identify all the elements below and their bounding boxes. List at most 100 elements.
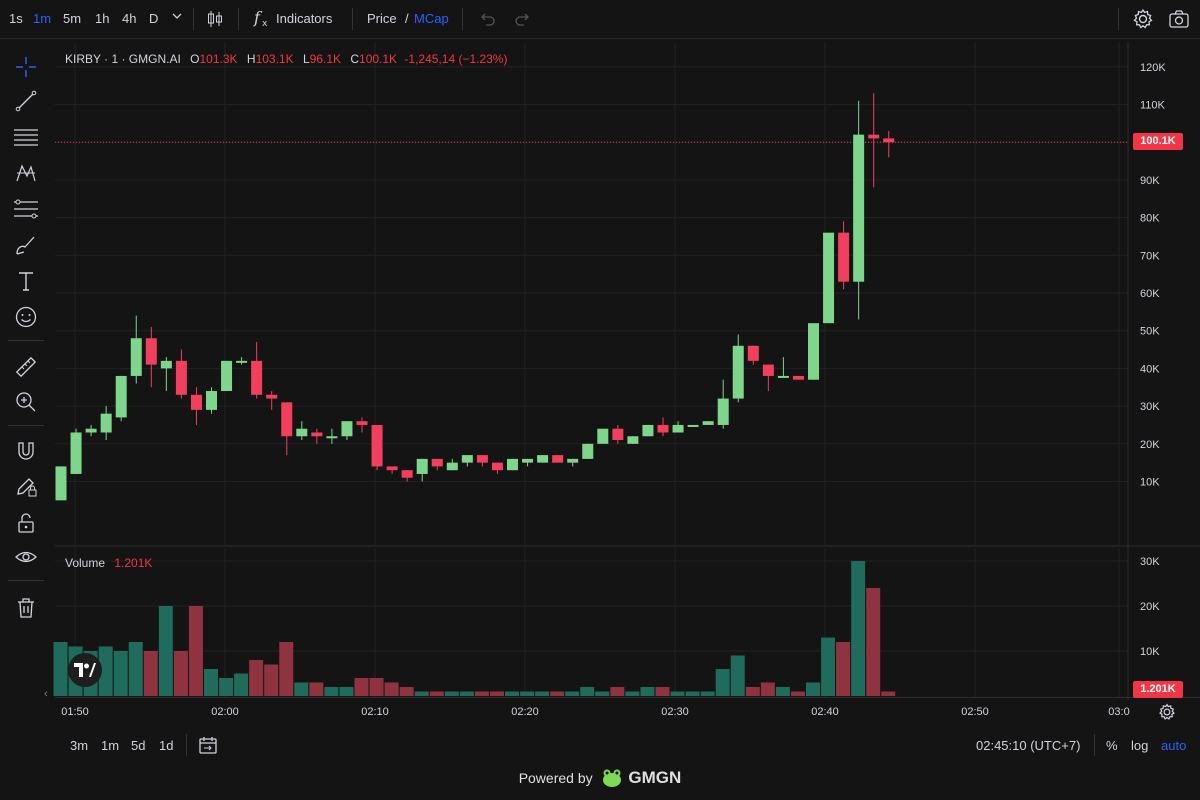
settings-gear-icon[interactable] (1132, 8, 1154, 33)
brush-icon[interactable] (12, 231, 40, 259)
price-axis-tick: 120K (1140, 62, 1166, 74)
volume-bar (730, 655, 745, 696)
volume-bar (685, 691, 700, 696)
toolbar-divider (1094, 734, 1095, 756)
candle-body (326, 436, 338, 439)
time-axis-tick: 02:40 (811, 706, 839, 718)
range-1m[interactable]: 1m (101, 738, 120, 753)
candle-body (687, 424, 699, 427)
volume-bar (760, 682, 775, 696)
auto-toggle[interactable]: auto (1161, 738, 1187, 753)
candle-body (702, 421, 714, 425)
toolbar-divider (238, 8, 239, 30)
candle-body (281, 402, 293, 437)
volume-bar (700, 691, 715, 696)
mcap-toggle[interactable]: MCap (414, 11, 449, 26)
candle-body (70, 432, 82, 474)
high-value: 103.1K (255, 52, 294, 66)
ruler-icon[interactable] (12, 353, 40, 381)
volume-bar (881, 691, 896, 696)
candle-body (491, 462, 503, 471)
interval-1s[interactable]: 1s (9, 11, 23, 26)
volume-bar (565, 691, 580, 696)
candle-body (371, 424, 383, 467)
volume-bar (234, 673, 249, 696)
close-label: C (350, 52, 360, 66)
interval-5m[interactable]: 5m (63, 11, 82, 26)
low-value: 96.1K (309, 52, 341, 66)
range-1d[interactable]: 1d (159, 738, 174, 753)
undo-icon[interactable] (478, 9, 496, 30)
eye-icon[interactable] (12, 543, 40, 571)
volume-bar (324, 687, 339, 696)
pattern-icon[interactable] (12, 159, 40, 187)
volume-bar (550, 691, 565, 696)
time-axis-tick: 01:50 (61, 706, 89, 718)
trend-line-icon[interactable] (12, 87, 40, 115)
toolbar-divider (193, 8, 194, 30)
trash-icon[interactable] (12, 594, 40, 622)
magnet-icon[interactable] (12, 437, 40, 465)
interval-1m[interactable]: 1m (33, 11, 52, 26)
interval-4h[interactable]: 4h (122, 11, 137, 26)
volume-bar (414, 691, 429, 696)
volume-bar (836, 642, 851, 696)
volume-bar (851, 561, 866, 696)
candle-body (266, 394, 278, 399)
price-mcap-separator: / (405, 11, 409, 26)
calendar-goto-icon[interactable] (198, 735, 218, 758)
volume-axis-tick: 10K (1140, 646, 1160, 658)
price-toggle[interactable]: Price (367, 11, 397, 26)
horizontal-lines-icon[interactable] (12, 123, 40, 151)
intervals-dropdown-icon[interactable] (171, 9, 183, 26)
interval-D[interactable]: D (149, 11, 159, 26)
volume-bar (219, 678, 234, 696)
fib-retracement-icon[interactable] (12, 195, 40, 223)
tradingview-logo[interactable] (68, 653, 102, 687)
sidebar-divider (8, 580, 44, 581)
volume-bar (655, 687, 670, 696)
candle-body (311, 432, 323, 437)
price-axis-tick: 110K (1140, 100, 1166, 112)
range-3m[interactable]: 3m (70, 738, 89, 753)
candle-body (522, 458, 534, 463)
time-axis-tick: 02:00 (211, 706, 239, 718)
candle-body (416, 458, 428, 474)
time-axis-tick: 02:20 (511, 706, 539, 718)
powered-by-label: Powered by (518, 770, 593, 787)
crosshair-icon[interactable] (12, 53, 40, 81)
indicators-button[interactable]: Indicators (276, 11, 333, 26)
clock-time[interactable]: 02:45:10 (UTC+7) (976, 738, 1081, 753)
sidebar-divider (8, 425, 44, 426)
scroll-left-chevron-icon[interactable]: ‹ (44, 688, 48, 700)
price-axis-tick: 30K (1140, 401, 1160, 413)
zoom-in-icon[interactable] (12, 388, 40, 416)
bottom-toolbar: 3m 1m 5d 1d 02:45:10 (UTC+7) % log auto (0, 730, 1200, 760)
screenshot-camera-icon[interactable] (1168, 8, 1190, 33)
volume-bar (384, 682, 399, 696)
sidebar-divider (8, 340, 44, 341)
volume-bar (249, 660, 264, 696)
price-axis-tick: 50K (1140, 326, 1160, 338)
redo-icon[interactable] (514, 9, 532, 30)
volume-bar (339, 687, 354, 696)
high-label: H (246, 52, 256, 66)
svg-text:f: f (253, 8, 263, 27)
candle-body (401, 470, 413, 478)
axis-settings-icon[interactable] (1158, 703, 1176, 724)
volume-bar (279, 642, 294, 696)
lock-drawing-icon[interactable] (12, 472, 40, 500)
interval-1h[interactable]: 1h (95, 11, 110, 26)
unlock-icon[interactable] (12, 509, 40, 537)
candles-icon[interactable] (205, 9, 225, 32)
range-5d[interactable]: 5d (131, 738, 146, 753)
price-axis-tick: 60K (1140, 288, 1160, 300)
volume-axis-tick: 30K (1140, 556, 1160, 568)
log-toggle[interactable]: log (1131, 738, 1149, 753)
percent-toggle[interactable]: % (1106, 738, 1118, 753)
last-price-tag: 100.1K (1133, 133, 1183, 150)
text-tool-icon[interactable] (12, 267, 40, 295)
emoji-icon[interactable] (12, 303, 40, 331)
